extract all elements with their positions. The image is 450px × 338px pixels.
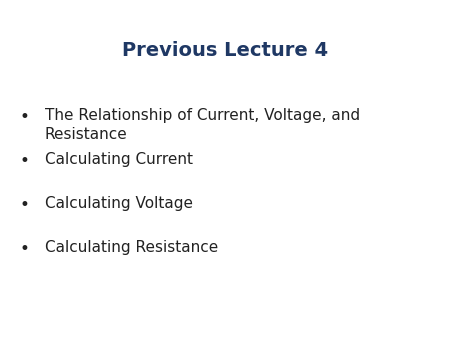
- Text: Calculating Current: Calculating Current: [45, 152, 193, 167]
- Text: Calculating Resistance: Calculating Resistance: [45, 240, 218, 255]
- Text: •: •: [20, 196, 30, 214]
- Text: Calculating Voltage: Calculating Voltage: [45, 196, 193, 211]
- Text: Previous Lecture 4: Previous Lecture 4: [122, 41, 328, 59]
- Text: •: •: [20, 108, 30, 126]
- Text: •: •: [20, 152, 30, 170]
- Text: •: •: [20, 240, 30, 258]
- Text: The Relationship of Current, Voltage, and
Resistance: The Relationship of Current, Voltage, an…: [45, 108, 360, 142]
